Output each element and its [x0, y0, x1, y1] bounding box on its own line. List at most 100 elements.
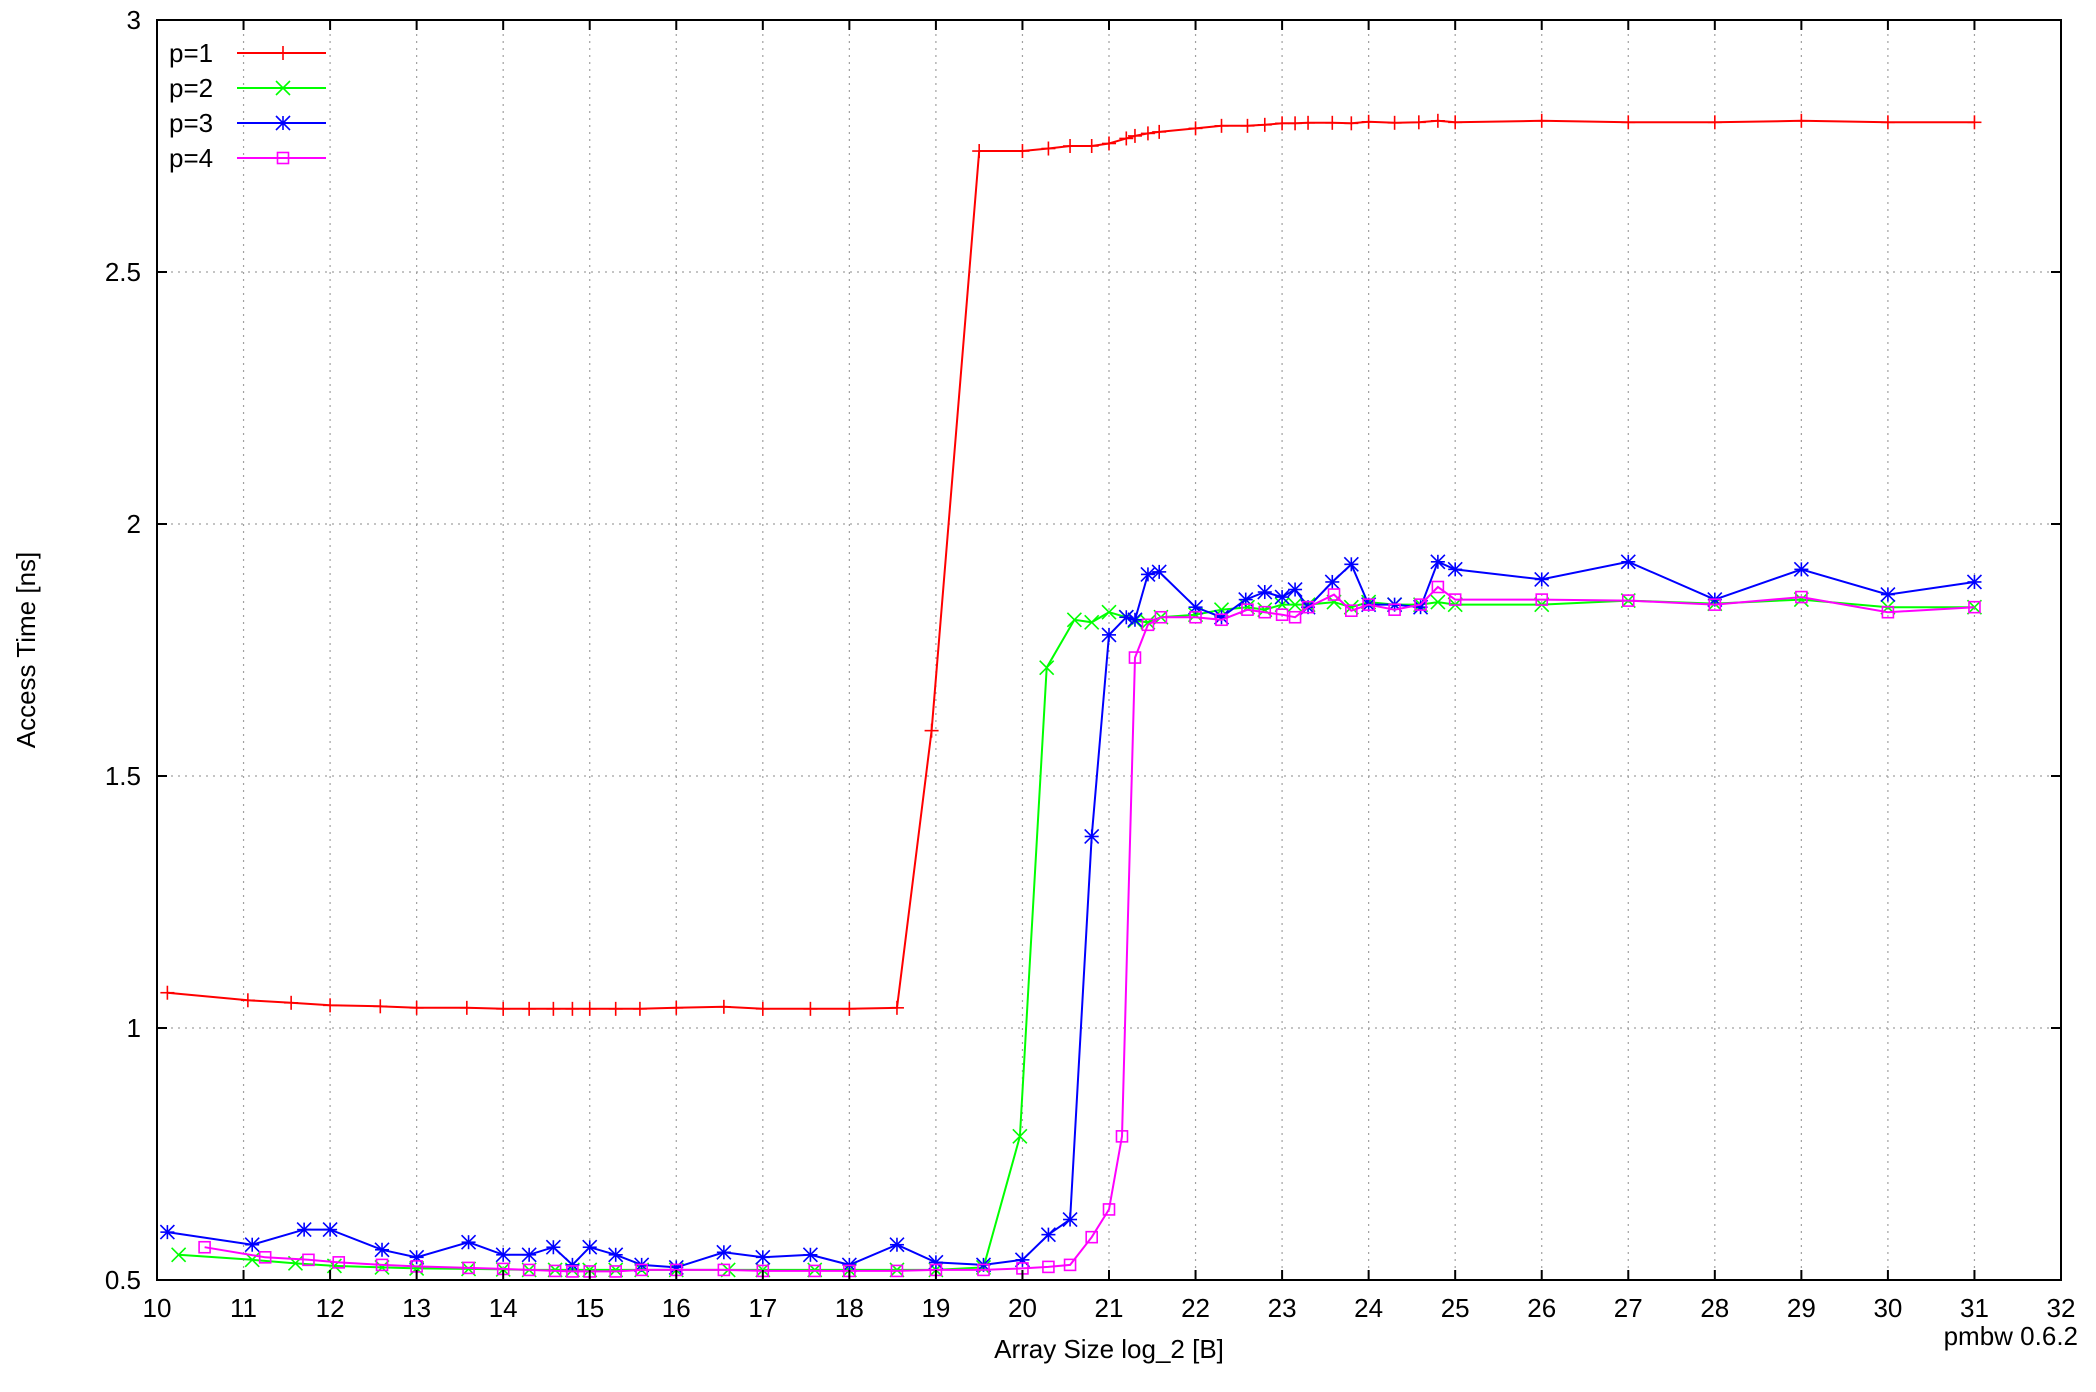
data-point	[609, 1265, 622, 1278]
data-point	[159, 1224, 175, 1240]
data-point	[1101, 627, 1117, 643]
legend-item: p=2	[169, 73, 326, 103]
legend-label: p=2	[169, 73, 213, 103]
x-tick-label: 10	[143, 1293, 172, 1323]
data-point	[1189, 610, 1202, 624]
data-point	[1140, 126, 1155, 141]
x-tick-label: 17	[748, 1293, 777, 1323]
data-point	[1119, 131, 1134, 146]
data-point	[1102, 136, 1116, 151]
data-point	[1274, 589, 1290, 605]
data-point	[1795, 590, 1808, 604]
data-point	[275, 115, 291, 131]
data-point	[296, 1222, 312, 1238]
data-point	[1127, 612, 1143, 628]
data-point	[1708, 598, 1722, 611]
data-point	[1042, 1260, 1055, 1274]
data-point	[1141, 618, 1155, 632]
data-point	[284, 995, 299, 1010]
version-label: pmbw 0.6.2	[1944, 1321, 2078, 1351]
data-point	[582, 1001, 597, 1016]
data-point	[1343, 556, 1359, 572]
data-point	[1118, 609, 1134, 625]
data-point	[1880, 586, 1896, 603]
data-point	[632, 1001, 647, 1016]
data-point	[1084, 614, 1100, 630]
data-point	[1344, 116, 1359, 131]
data-point	[1343, 599, 1359, 615]
data-point	[1152, 124, 1167, 139]
legend-label: p=1	[169, 38, 213, 68]
data-point	[522, 1263, 536, 1277]
data-point	[459, 1000, 474, 1015]
data-point	[374, 1242, 390, 1258]
data-point	[1101, 604, 1117, 620]
x-tick-label: 12	[316, 1293, 345, 1323]
legend-label: p=3	[169, 108, 213, 138]
data-point	[258, 1251, 272, 1264]
data-point	[323, 998, 338, 1013]
data-point	[1084, 139, 1099, 153]
legend-label: p=4	[169, 143, 213, 173]
data-point	[521, 1247, 537, 1263]
data-point	[972, 144, 987, 159]
y-tick-label: 2.5	[105, 257, 141, 287]
data-point	[322, 1222, 338, 1238]
x-tick-label: 13	[402, 1293, 431, 1323]
data-point	[409, 1249, 425, 1265]
x-tick-label: 29	[1787, 1293, 1816, 1323]
data-point	[1324, 574, 1340, 590]
data-point	[1793, 592, 1809, 608]
data-point	[546, 1001, 561, 1016]
x-tick-label: 20	[1008, 1293, 1037, 1323]
data-point	[1966, 574, 1983, 590]
data-point	[375, 1258, 389, 1272]
data-point	[582, 1239, 598, 1255]
data-point	[1325, 115, 1340, 130]
series-3	[159, 554, 1983, 1275]
data-point	[1388, 603, 1401, 616]
data-point	[275, 80, 291, 96]
data-point	[171, 1247, 187, 1263]
x-tick-label: 32	[2047, 1293, 2076, 1323]
data-point	[1301, 600, 1315, 614]
data-point	[755, 1249, 771, 1265]
data-point	[1041, 141, 1056, 156]
data-point	[842, 1001, 857, 1016]
legend-item: p=3	[169, 108, 326, 138]
data-point	[1140, 614, 1156, 630]
x-tick-label: 14	[489, 1293, 518, 1323]
data-point	[890, 1264, 904, 1278]
data-point	[1151, 564, 1167, 580]
data-point	[1039, 660, 1055, 676]
x-tick-label: 31	[1960, 1293, 1989, 1323]
data-point	[373, 999, 388, 1014]
y-axis-label: Access Time [ns]	[11, 552, 41, 749]
legend-item: p=4	[169, 143, 326, 173]
data-point	[808, 1264, 822, 1278]
data-point	[1257, 584, 1273, 600]
data-point	[635, 1263, 648, 1277]
series-layer	[159, 113, 1983, 1278]
x-tick-label: 30	[1873, 1293, 1902, 1323]
data-point	[1621, 115, 1636, 130]
series-4	[198, 580, 1981, 1278]
data-point	[522, 1001, 537, 1016]
data-point	[1430, 594, 1446, 610]
data-point	[276, 151, 290, 165]
data-point	[1115, 1130, 1129, 1143]
data-point	[545, 1239, 561, 1255]
data-point	[1287, 581, 1303, 598]
data-point	[1084, 828, 1100, 845]
x-tick-label: 25	[1441, 1293, 1470, 1323]
ticks: 10 11 12 13 14 15 16 17 18 19 20 21 22 23 24 25 26 27 28 29…	[105, 5, 2076, 1323]
data-point	[409, 1260, 425, 1276]
data-point	[1967, 115, 1982, 130]
data-point	[548, 1264, 562, 1278]
data-point	[1215, 613, 1228, 627]
data-point	[1127, 128, 1142, 143]
series-1	[160, 113, 1982, 1016]
data-point	[1062, 1211, 1078, 1228]
data-point	[1414, 598, 1427, 611]
grid	[157, 20, 2061, 1280]
